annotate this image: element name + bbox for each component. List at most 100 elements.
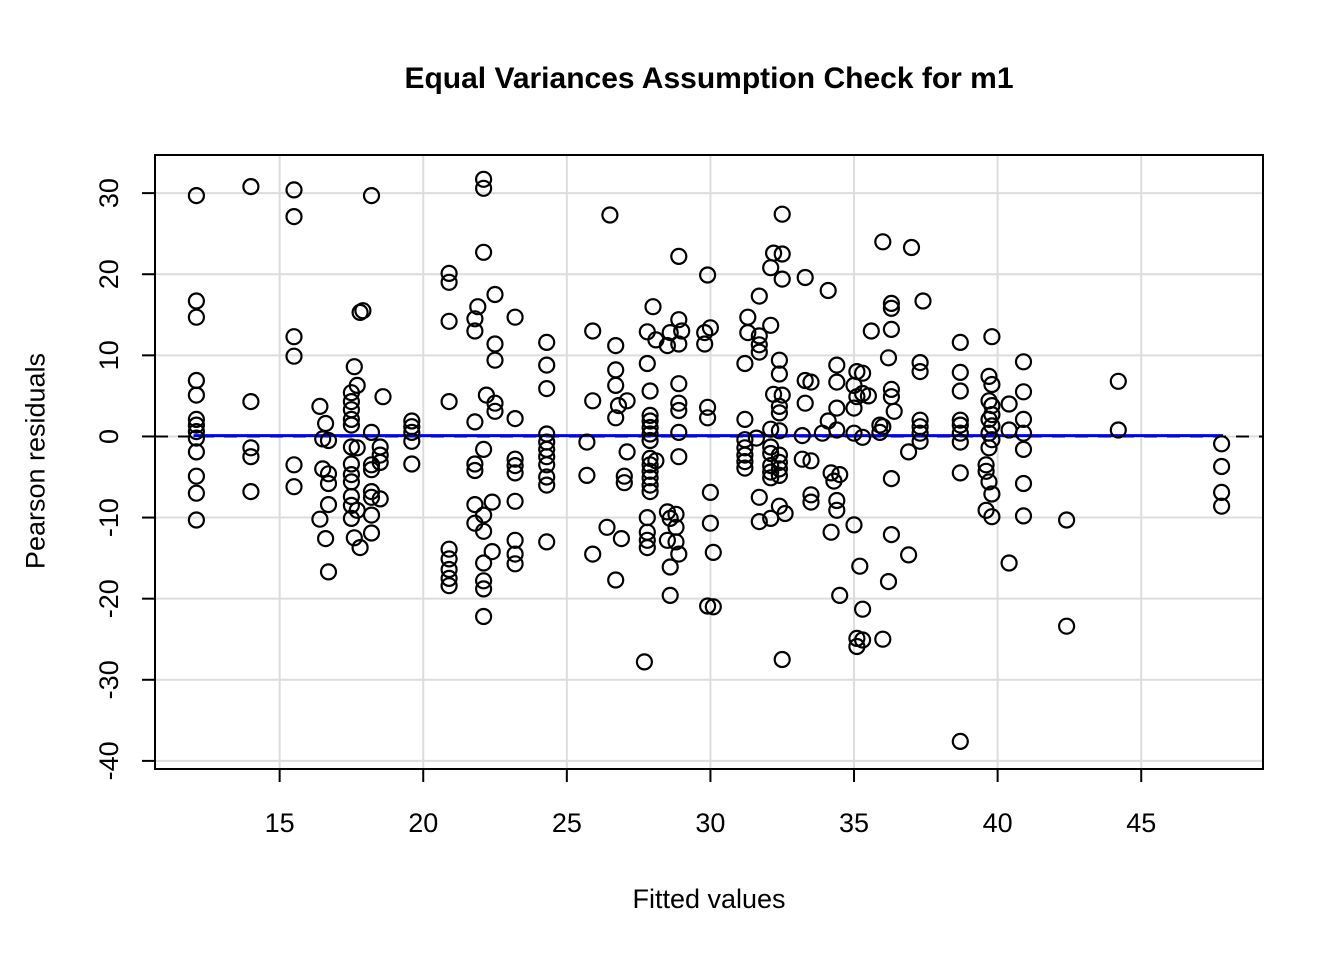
data-point [670,448,688,466]
data-point [618,392,636,410]
data-point [951,411,969,429]
data-point [578,433,596,451]
data-point [670,401,688,420]
data-point [851,557,869,575]
data-point [698,398,717,416]
data-point [362,456,381,474]
data-point [469,298,487,316]
data-point [475,580,493,598]
data-point [440,560,458,579]
data-point [641,469,659,487]
y-tick-label: -30 [94,660,124,699]
data-point [187,484,205,502]
data-point [187,467,205,485]
data-point [828,356,846,374]
data-point [701,483,720,501]
data-point [980,439,998,457]
y-tick-label: 20 [94,259,124,289]
data-point [466,461,484,480]
x-tick-label: 35 [839,808,869,838]
data-point [466,310,484,328]
data-point [762,259,780,277]
data-point [486,285,504,304]
data-point [762,316,780,334]
data-point [486,394,504,412]
data-point [796,268,814,287]
data-point [951,464,969,482]
data-point [673,322,691,340]
data-point [859,387,878,405]
data-point [486,402,504,420]
data-point [641,483,659,501]
data-point [641,406,659,424]
data-point [848,637,866,656]
data-point [770,404,789,422]
data-point [506,410,524,428]
data-point [242,483,260,501]
data-point [578,466,596,484]
x-tick-label: 30 [695,808,725,838]
data-point [902,238,921,257]
data-point [362,461,381,479]
data-point [342,416,360,434]
data-point [638,538,656,557]
data-point [644,298,662,316]
data-point [825,472,843,490]
data-point [506,464,524,482]
data-point [319,563,338,581]
data-point [440,577,458,595]
data-point [477,386,495,404]
data-point [736,439,754,457]
data-point [285,478,303,496]
data-point [701,514,720,532]
data-point [440,312,458,330]
data-point [1014,440,1033,458]
data-point [661,509,679,528]
data-point [1109,372,1127,390]
data-point [750,488,768,506]
data-point [187,410,205,428]
data-point [187,429,205,447]
data-point [983,508,1001,526]
data-point [770,365,789,383]
data-point [285,328,303,346]
y-axis-label: Pearson residuals [20,352,51,570]
data-point [187,187,205,205]
data-point [914,292,932,310]
data-point [1014,383,1033,401]
data-point [773,386,791,404]
data-point [641,412,659,430]
data-point [980,367,998,385]
x-tick-label: 20 [408,808,438,838]
data-point [736,459,754,477]
data-point [951,433,969,451]
data-point [951,416,969,434]
data-point [342,438,360,456]
data-point [670,247,688,265]
data-point [951,333,969,351]
data-point [466,413,484,431]
data-point [828,399,846,417]
data-point [1212,457,1231,476]
data-point [977,456,995,474]
data-point [750,336,768,354]
data-point [977,462,995,480]
data-point [641,476,659,494]
data-point [601,206,619,224]
data-point [506,531,524,549]
data-point [584,392,602,410]
data-point [793,427,811,445]
data-point [612,529,631,548]
data-point [874,630,892,648]
data-point [538,448,556,466]
data-point [538,468,556,486]
data-point [242,393,260,411]
data-point [466,455,484,473]
data-point [371,446,389,464]
data-point [802,452,820,470]
data-point [319,431,338,450]
data-point [951,732,969,751]
data-point [371,490,389,508]
data-point [951,382,969,400]
data-point [1212,497,1231,515]
